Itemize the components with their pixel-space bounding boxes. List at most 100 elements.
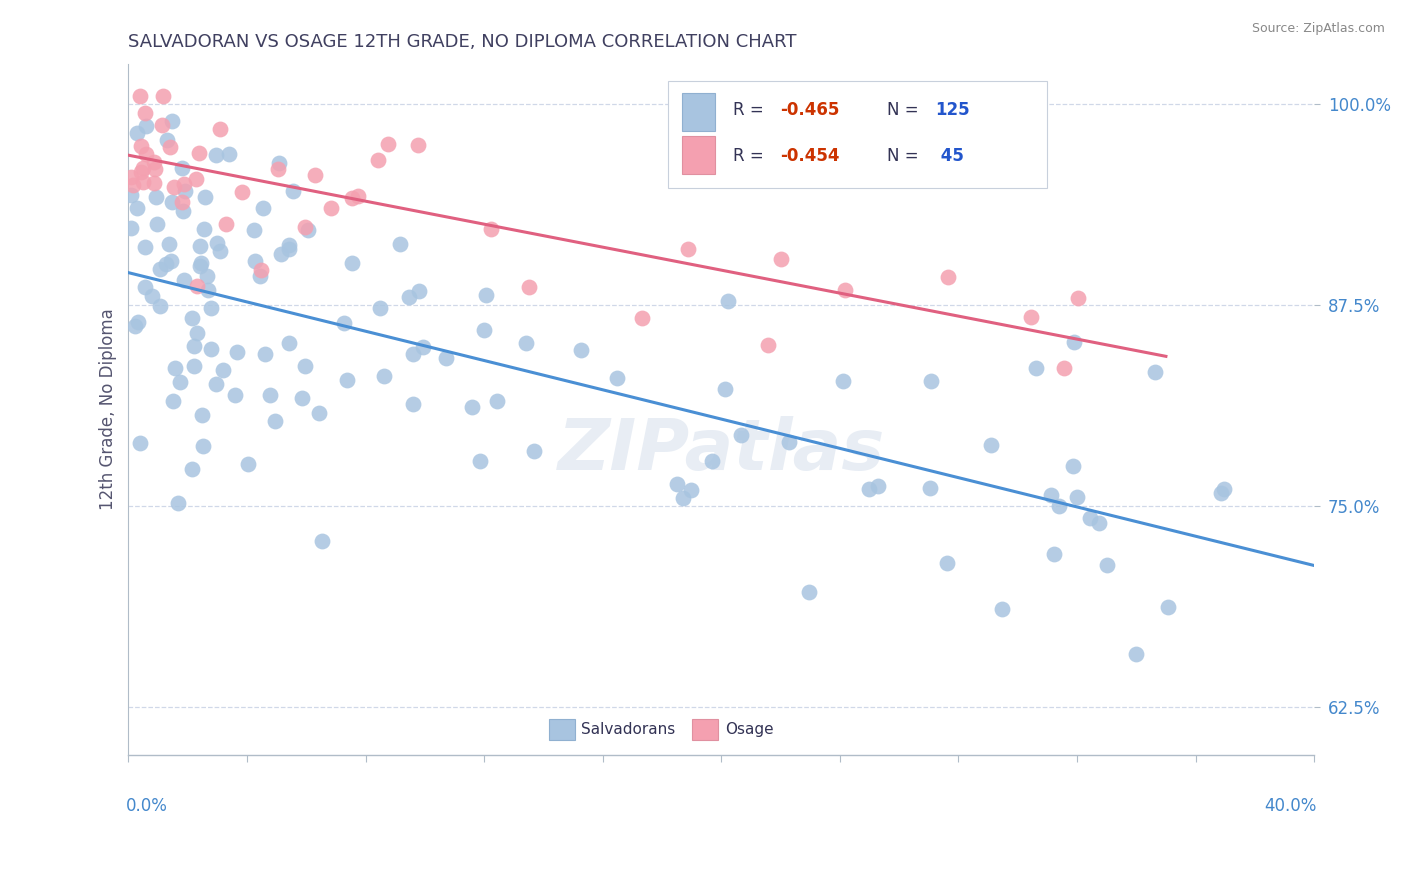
Point	[149, 299, 172, 313]
Point	[308, 406, 330, 420]
Point	[231, 185, 253, 199]
Point	[291, 392, 314, 406]
Point	[181, 462, 204, 476]
Text: SALVADORAN VS OSAGE 12TH GRADE, NO DIPLOMA CORRELATION CHART: SALVADORAN VS OSAGE 12TH GRADE, NO DIPLO…	[128, 33, 797, 51]
Point	[606, 371, 628, 385]
Point	[127, 126, 149, 140]
Point	[1144, 366, 1167, 380]
Point	[150, 118, 173, 132]
Point	[134, 240, 156, 254]
Point	[1063, 334, 1085, 349]
Point	[188, 239, 211, 253]
Point	[253, 347, 276, 361]
Point	[1067, 291, 1090, 305]
Point	[373, 369, 395, 384]
Point	[187, 145, 209, 160]
Point	[183, 359, 205, 373]
Point	[252, 202, 274, 216]
Point	[145, 190, 167, 204]
Point	[129, 139, 152, 153]
Point	[191, 408, 214, 422]
Point	[183, 339, 205, 353]
Point	[250, 263, 273, 277]
Point	[1053, 361, 1076, 376]
Point	[346, 188, 368, 202]
Point	[128, 88, 150, 103]
Point	[134, 106, 156, 120]
Point	[226, 345, 249, 359]
Point	[132, 175, 155, 189]
Bar	[682, 93, 716, 130]
Point	[224, 388, 246, 402]
Point	[434, 351, 457, 366]
Point	[243, 223, 266, 237]
Point	[1213, 482, 1236, 496]
Point	[120, 188, 142, 202]
Point	[159, 140, 181, 154]
Point	[135, 147, 157, 161]
Point	[143, 161, 166, 176]
Bar	[692, 719, 717, 740]
Point	[173, 177, 195, 191]
Point	[402, 397, 425, 411]
Point	[832, 374, 855, 388]
Y-axis label: 12th Grade, No Diploma: 12th Grade, No Diploma	[100, 309, 117, 510]
Point	[169, 375, 191, 389]
Text: R =: R =	[733, 146, 769, 164]
Point	[211, 363, 233, 377]
Point	[980, 438, 1002, 452]
Point	[129, 436, 152, 450]
Point	[676, 242, 699, 256]
Point	[186, 326, 208, 340]
Point	[756, 338, 779, 352]
Point	[266, 162, 288, 177]
Text: -0.454: -0.454	[780, 146, 839, 164]
Point	[1021, 310, 1043, 324]
Point	[1025, 361, 1047, 376]
Point	[515, 335, 537, 350]
Point	[163, 361, 186, 376]
Point	[486, 393, 509, 408]
Point	[294, 359, 316, 373]
Point	[797, 584, 820, 599]
Point	[412, 340, 434, 354]
Text: 125: 125	[935, 101, 969, 119]
Point	[134, 280, 156, 294]
Polygon shape	[668, 81, 1047, 188]
Point	[1156, 599, 1178, 614]
Point	[367, 153, 389, 167]
Point	[259, 388, 281, 402]
Point	[188, 259, 211, 273]
Point	[920, 481, 942, 495]
Point	[866, 478, 889, 492]
Point	[162, 394, 184, 409]
Point	[190, 256, 212, 270]
Point	[1047, 500, 1070, 514]
Point	[205, 235, 228, 250]
Point	[193, 222, 215, 236]
Point	[184, 172, 207, 186]
Point	[402, 347, 425, 361]
Point	[1095, 558, 1118, 573]
Point	[340, 191, 363, 205]
Text: Osage: Osage	[725, 723, 773, 738]
Point	[135, 119, 157, 133]
Point	[333, 316, 356, 330]
Point	[141, 289, 163, 303]
Point	[120, 170, 142, 185]
Point	[461, 401, 484, 415]
Point	[368, 301, 391, 316]
Point	[472, 323, 495, 337]
Point	[666, 476, 689, 491]
Point	[297, 223, 319, 237]
Point	[569, 343, 592, 358]
Point	[157, 237, 180, 252]
Text: N =: N =	[887, 146, 924, 164]
Text: 40.0%: 40.0%	[1264, 797, 1316, 815]
Point	[143, 176, 166, 190]
Point	[277, 242, 299, 256]
Point	[468, 454, 491, 468]
Point	[245, 254, 267, 268]
Point	[132, 161, 155, 175]
Point	[340, 255, 363, 269]
